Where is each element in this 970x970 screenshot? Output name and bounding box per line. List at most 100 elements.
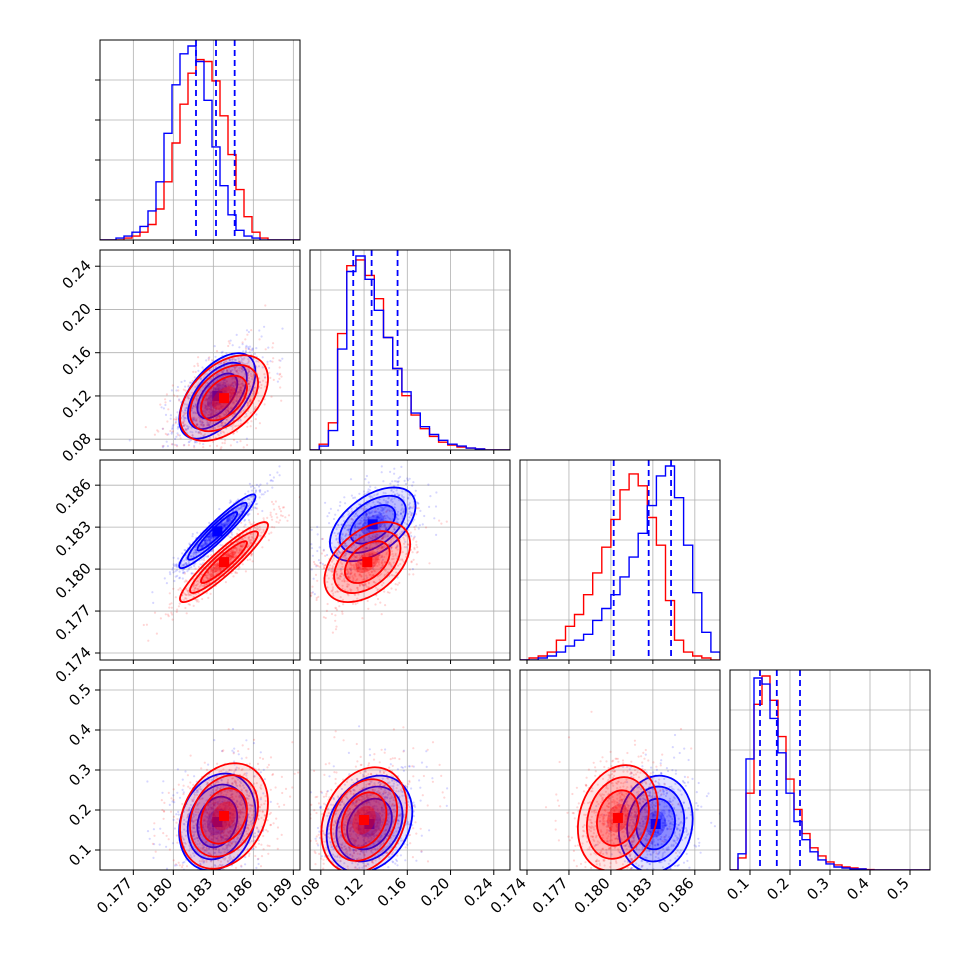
scatter-point bbox=[372, 569, 375, 572]
scatter-point bbox=[362, 584, 365, 587]
scatter-point bbox=[412, 538, 415, 541]
scatter-point bbox=[237, 506, 240, 509]
scatter-point bbox=[220, 424, 223, 427]
scatter-point bbox=[228, 517, 231, 520]
scatter-point bbox=[231, 517, 234, 520]
scatter-point bbox=[408, 507, 411, 511]
scatter-point bbox=[249, 538, 252, 542]
scatter-point bbox=[206, 540, 209, 543]
scatter-point bbox=[231, 358, 234, 361]
scatter-point bbox=[213, 406, 216, 410]
scatter-point bbox=[334, 614, 337, 617]
scatter-point bbox=[401, 551, 404, 554]
scatter-point bbox=[271, 518, 274, 521]
scatter-point bbox=[226, 370, 229, 373]
scatter-point bbox=[343, 527, 347, 530]
scatter-point bbox=[384, 527, 387, 531]
scatter-point bbox=[337, 524, 340, 527]
scatter-point bbox=[408, 573, 411, 576]
scatter-point bbox=[168, 606, 171, 609]
scatter-point bbox=[380, 537, 383, 540]
scatter-point bbox=[171, 430, 175, 433]
scatter-point bbox=[367, 538, 370, 541]
scatter-point bbox=[339, 501, 342, 504]
scatter-point bbox=[237, 508, 240, 511]
scatter-point bbox=[238, 529, 241, 532]
scatter-point bbox=[375, 493, 378, 496]
scatter-point bbox=[323, 564, 327, 567]
scatter-point bbox=[227, 519, 230, 522]
scatter-point bbox=[206, 421, 209, 424]
scatter-point bbox=[248, 399, 251, 402]
scatter-point bbox=[235, 532, 239, 535]
scatter-point bbox=[218, 407, 221, 410]
scatter-point bbox=[188, 561, 191, 564]
scatter-point bbox=[224, 413, 227, 417]
scatter-point bbox=[249, 380, 252, 383]
scatter-point bbox=[366, 599, 369, 603]
scatter-point bbox=[358, 583, 361, 587]
scatter-point bbox=[359, 573, 362, 576]
scatter-point bbox=[337, 583, 340, 587]
scatter-point bbox=[394, 583, 397, 586]
scatter-point bbox=[364, 582, 367, 585]
scatter-point bbox=[369, 573, 372, 576]
scatter-point bbox=[232, 357, 235, 360]
scatter-point bbox=[204, 409, 207, 412]
scatter-point bbox=[199, 377, 203, 380]
scatter-point bbox=[400, 512, 403, 515]
scatter-point bbox=[381, 509, 384, 512]
scatter-point bbox=[251, 532, 254, 535]
scatter-point bbox=[240, 370, 243, 373]
scatter-point bbox=[370, 511, 373, 514]
scatter-point bbox=[384, 526, 387, 529]
scatter-point bbox=[326, 602, 329, 606]
scatter-point bbox=[181, 453, 183, 455]
scatter-point bbox=[213, 345, 216, 348]
scatter-point bbox=[208, 534, 211, 537]
scatter-point bbox=[377, 516, 380, 519]
scatter-point bbox=[177, 557, 180, 560]
scatter-point bbox=[231, 533, 234, 536]
scatter-point bbox=[279, 510, 283, 513]
scatter-point bbox=[229, 386, 232, 389]
scatter-point bbox=[229, 370, 232, 373]
scatter-point bbox=[393, 467, 396, 470]
scatter-point bbox=[379, 601, 382, 604]
scatter-point bbox=[254, 527, 257, 530]
scatter-point bbox=[363, 493, 366, 496]
scatter-point bbox=[409, 505, 412, 508]
scatter-point bbox=[153, 433, 156, 436]
scatter-point bbox=[382, 508, 385, 511]
scatter-point bbox=[194, 876, 196, 878]
scatter-point bbox=[213, 564, 216, 567]
scatter-point bbox=[233, 412, 236, 416]
scatter-point bbox=[217, 373, 221, 376]
scatter-point bbox=[368, 512, 371, 515]
scatter-point bbox=[223, 525, 226, 528]
scatter-point bbox=[218, 414, 221, 417]
scatter-point bbox=[258, 525, 261, 529]
scatter-point bbox=[159, 617, 162, 620]
scatter-point bbox=[253, 506, 256, 509]
scatter-point bbox=[359, 562, 362, 566]
scatter-point bbox=[249, 398, 252, 402]
scatter-point bbox=[217, 407, 220, 410]
scatter-point bbox=[229, 500, 233, 503]
scatter-point bbox=[401, 495, 404, 498]
scatter-point bbox=[397, 480, 400, 483]
scatter-point bbox=[178, 576, 181, 579]
scatter-point bbox=[201, 421, 204, 424]
scatter-point bbox=[166, 613, 170, 616]
scatter-point bbox=[248, 370, 251, 373]
scatter-point bbox=[231, 428, 234, 431]
scatter-point bbox=[223, 391, 226, 394]
scatter-point bbox=[205, 359, 208, 362]
scatter-point bbox=[362, 584, 365, 587]
scatter-point bbox=[199, 544, 203, 548]
scatter-point bbox=[223, 431, 226, 434]
scatter-point bbox=[378, 516, 381, 519]
scatter-point bbox=[184, 593, 187, 596]
scatter-point bbox=[355, 556, 359, 559]
scatter-point bbox=[183, 443, 186, 447]
